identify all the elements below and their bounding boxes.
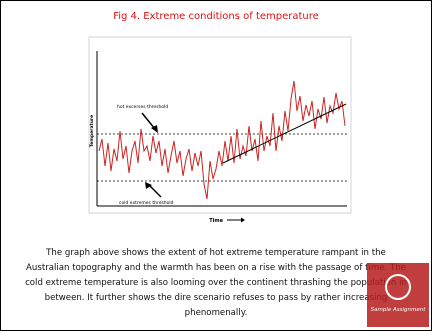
cold-arrowhead xyxy=(145,182,152,189)
paragraph-line: The graph above shows the extent of hot … xyxy=(46,248,386,258)
logo: Sample Assignment xyxy=(367,263,429,327)
logo-text: Sample Assignment xyxy=(371,307,427,313)
logo-box xyxy=(367,263,429,327)
paragraph: The graph above shows the extent of hot … xyxy=(1,246,431,321)
figure: Temperature Time hot excerses threshold … xyxy=(88,36,352,224)
paragraph-line: between. It further shows the dire scena… xyxy=(44,293,388,303)
paragraph-line: cold extreme temperature is also looming… xyxy=(25,278,407,288)
logo-mark xyxy=(385,274,411,300)
temperature-line xyxy=(98,80,346,200)
figure-frame xyxy=(88,36,352,214)
trend-line xyxy=(222,103,347,164)
cold-label: cold extremes threshold xyxy=(119,200,174,206)
hot-label: hot excerses threshold xyxy=(117,104,168,110)
x-arrowhead xyxy=(241,217,245,223)
y-label: Temperature xyxy=(89,115,95,147)
cold-arrow xyxy=(148,184,162,198)
hot-arrowhead xyxy=(151,125,158,133)
x-label: Time xyxy=(209,218,223,224)
paragraph-line: phenomenally. xyxy=(184,308,248,318)
hot-arrow xyxy=(141,112,156,130)
paragraph-line: Australian topography and the warmth has… xyxy=(26,263,406,273)
figure-title: Fig 4. Extreme conditions of temperature xyxy=(113,11,319,22)
